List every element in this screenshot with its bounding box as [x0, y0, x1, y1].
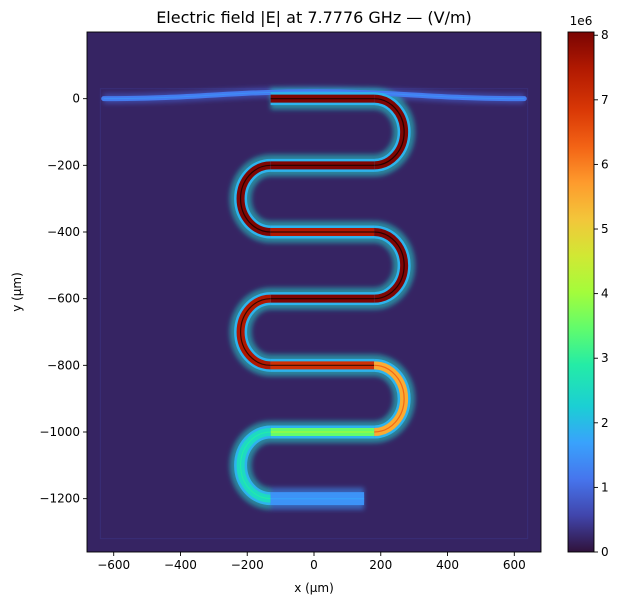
resonator-gap-11 [239, 431, 271, 500]
x-tick-label: 600 [503, 558, 526, 572]
resonator-gap-7 [240, 298, 271, 366]
x-axis-label: x (µm) [294, 581, 334, 595]
x-tick-label: 200 [369, 558, 392, 572]
resonator-gap-3 [239, 164, 271, 233]
feedline-core [103, 91, 525, 100]
colorbar-tick-label: 2 [601, 416, 609, 430]
colorbar-bar [567, 31, 595, 553]
chart-title: Electric field |E| at 7.7776 GHz — (V/m) [156, 8, 472, 27]
x-tick-label: −200 [231, 558, 264, 572]
x-axis: −600 −400 −200 0 200 400 600 [97, 552, 526, 572]
y-tick-label: −200 [47, 158, 80, 172]
colorbar-tick-label: 0 [601, 545, 609, 559]
resonator-gap-5 [374, 231, 405, 300]
x-tick-label: −400 [164, 558, 197, 572]
colorbar-tick-label: 7 [601, 93, 609, 107]
colorbar-tick-label: 6 [601, 157, 609, 171]
y-tick-label: 0 [72, 92, 80, 106]
colorbar-tick-label: 3 [601, 351, 609, 365]
y-axis-label: y (µm) [10, 272, 24, 312]
colorbar-tick-label: 5 [601, 222, 609, 236]
y-tick-label: −800 [47, 358, 80, 372]
colorbar-tick-label: 8 [601, 28, 609, 42]
y-tick-label: −400 [47, 225, 80, 239]
colorbar-ticks: 0 1 2 3 4 5 6 7 8 [594, 28, 609, 559]
x-tick-label: 400 [436, 558, 459, 572]
resonator-trace-layer [101, 89, 527, 506]
plot-area [87, 32, 541, 552]
y-tick-label: −1000 [39, 425, 80, 439]
y-tick-label: −600 [47, 292, 80, 306]
colorbar: 1e6 0 1 2 3 4 5 6 7 8 [567, 14, 609, 559]
x-tick-label: −600 [97, 558, 130, 572]
colorbar-tick-label: 4 [601, 287, 609, 301]
resonator-gap-9 [374, 364, 405, 433]
y-axis: 0 −200 −400 −600 −800 −1000 −1200 [39, 92, 87, 506]
y-tick-label: −1200 [39, 492, 80, 506]
colorbar-scale-label: 1e6 [570, 14, 593, 28]
x-tick-label: 0 [310, 558, 318, 572]
colorbar-tick-label: 1 [601, 480, 609, 494]
resonator-gap-1 [374, 98, 405, 166]
